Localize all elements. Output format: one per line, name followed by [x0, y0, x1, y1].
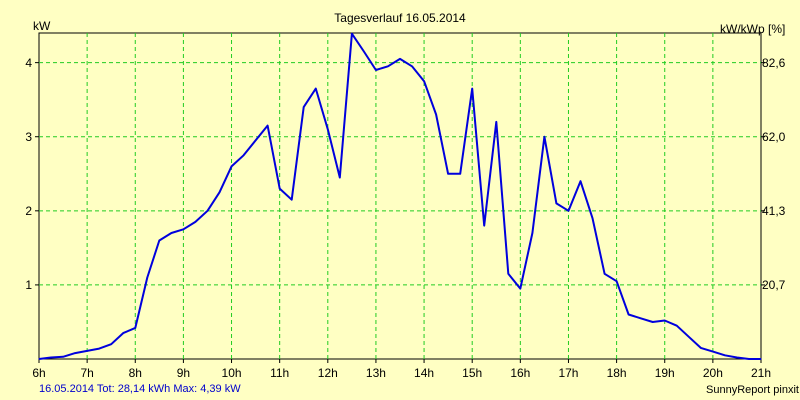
- data-point: [182, 228, 184, 230]
- y-axis-label-left: kW: [33, 19, 51, 33]
- y-tick-label-left: 3: [25, 129, 32, 144]
- data-point: [736, 357, 738, 359]
- data-point: [567, 210, 569, 212]
- data-point: [435, 114, 437, 115]
- data-point: [555, 202, 557, 204]
- data-point: [375, 69, 377, 71]
- data-point: [604, 273, 606, 275]
- data-point: [592, 217, 594, 219]
- data-point: [255, 139, 257, 141]
- data-point: [495, 121, 497, 123]
- data-point: [760, 358, 762, 360]
- x-tick-label: 15h: [462, 366, 483, 380]
- data-point: [206, 210, 208, 212]
- x-tick-label: 18h: [606, 366, 627, 380]
- x-tick-label: 12h: [317, 366, 338, 380]
- x-tick-label: 14h: [414, 366, 435, 380]
- x-tick-label: 21h: [750, 366, 772, 380]
- x-tick-label: 19h: [654, 366, 675, 380]
- data-point: [98, 348, 100, 350]
- data-point: [122, 332, 124, 334]
- data-point: [351, 33, 353, 35]
- data-point: [387, 65, 389, 67]
- footer-summary: 16.05.2014 Tot: 28,14 kWh Max: 4,39 kW: [39, 383, 241, 395]
- data-point: [676, 325, 678, 327]
- data-point: [62, 356, 64, 358]
- data-point: [219, 191, 220, 193]
- x-tick-label: 8h: [128, 366, 142, 380]
- x-tick-label: 20h: [702, 366, 723, 380]
- data-point: [616, 280, 618, 282]
- data-point: [50, 357, 52, 359]
- data-point: [86, 350, 88, 352]
- chart-title: Tagesverlauf 16.05.2014: [334, 11, 466, 25]
- x-tick-label: 6h: [32, 366, 46, 380]
- x-tick-label: 11h: [270, 366, 290, 380]
- y-tick-label-right: 82,6: [762, 55, 786, 70]
- data-point: [519, 288, 521, 290]
- data-point: [74, 352, 76, 354]
- data-point: [724, 354, 726, 356]
- data-point: [507, 273, 509, 275]
- data-point: [170, 232, 172, 234]
- y-tick-label-left: 4: [25, 55, 32, 70]
- data-point: [531, 232, 533, 234]
- data-point: [543, 136, 545, 138]
- x-tick-label: 17h: [558, 366, 579, 380]
- data-point: [231, 165, 233, 167]
- data-point: [363, 51, 365, 53]
- data-point: [652, 321, 654, 323]
- data-point: [146, 277, 148, 278]
- data-point: [315, 88, 317, 90]
- data-point: [134, 327, 136, 329]
- data-point: [459, 173, 461, 175]
- data-point: [267, 125, 269, 127]
- data-point: [411, 65, 413, 67]
- data-point: [38, 358, 40, 360]
- data-point: [748, 358, 750, 360]
- y-tick-label-left: 2: [25, 203, 32, 218]
- data-point: [700, 347, 702, 349]
- data-point: [664, 319, 666, 321]
- y-tick-label-right: 20,7: [762, 277, 786, 292]
- data-point: [303, 106, 305, 108]
- data-point: [110, 343, 112, 345]
- y-axis-label-right: kW/kWp [%]: [720, 22, 786, 36]
- data-point: [447, 173, 449, 175]
- data-point: [423, 80, 425, 82]
- data-point: [580, 180, 581, 182]
- x-tick-label: 7h: [80, 366, 94, 380]
- data-point: [291, 199, 293, 201]
- data-point: [327, 128, 329, 130]
- data-point: [628, 314, 630, 316]
- y-tick-label-right: 41,3: [762, 203, 786, 218]
- data-point: [688, 336, 690, 338]
- data-point: [640, 317, 642, 319]
- data-point: [339, 176, 341, 178]
- x-tick-label: 10h: [221, 366, 242, 380]
- plot-frame: [38, 32, 762, 360]
- x-tick-label: 9h: [176, 366, 191, 380]
- y-tick-label-right: 62,0: [762, 129, 786, 144]
- data-point: [194, 221, 196, 223]
- series-line: [38, 32, 761, 360]
- footer-brand: SunnyReport pinxit: [706, 384, 799, 396]
- x-tick-label: 13h: [365, 366, 386, 380]
- data-point: [243, 154, 245, 156]
- data-point: [279, 188, 281, 190]
- data-point: [471, 88, 473, 90]
- data-point: [158, 239, 160, 241]
- data-point: [712, 351, 714, 353]
- data-point: [483, 225, 485, 227]
- x-tick-label: 16h: [510, 366, 531, 380]
- data-point: [399, 58, 401, 60]
- y-tick-label-left: 1: [25, 277, 32, 292]
